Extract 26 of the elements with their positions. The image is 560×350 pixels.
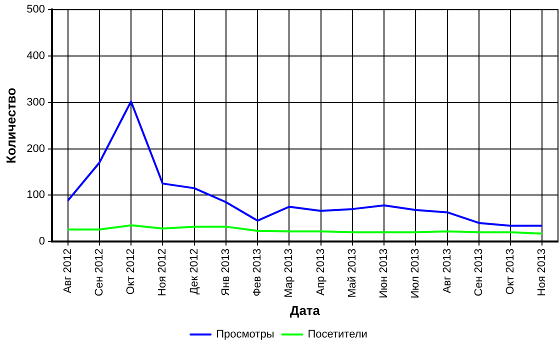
x-tick-label: Июл 2013 <box>410 248 422 298</box>
y-tick-label: 0 <box>38 236 45 248</box>
x-axis-title: Дата <box>290 302 321 318</box>
y-tick-label: 100 <box>26 189 45 202</box>
y-tick-label: 500 <box>26 4 45 16</box>
x-tick-label: Ноя 2012 <box>156 248 169 296</box>
x-tick-label: Дек 2012 <box>188 248 200 294</box>
x-tick-label: Окт 2012 <box>125 248 138 295</box>
x-tick-label: Мар 2013 <box>283 248 296 298</box>
x-tick-label: Июн 2013 <box>378 248 390 298</box>
x-tick-label: Сен 2012 <box>93 248 106 296</box>
x-tick-label: Апр 2013 <box>314 248 327 296</box>
x-tick-label: Окт 2013 <box>504 248 517 295</box>
y-tick-label: 300 <box>26 96 45 108</box>
y-axis-title: Количество <box>3 88 18 164</box>
x-tick-label: Сен 2013 <box>472 248 485 296</box>
x-tick-label: Май 2013 <box>346 248 358 298</box>
legend-label: Просмотры <box>216 328 274 341</box>
x-tick-label: Авг 2013 <box>441 248 454 294</box>
legend-label: Посетители <box>308 328 368 341</box>
y-tick-label: 400 <box>26 50 45 62</box>
x-tick-label: Фев 2013 <box>252 248 264 296</box>
x-tick-label: Ноя 2013 <box>536 248 548 296</box>
y-tick-label: 200 <box>26 142 45 155</box>
x-tick-label: Янв 2013 <box>220 248 232 296</box>
x-tick-label: Авг 2012 <box>62 248 74 294</box>
